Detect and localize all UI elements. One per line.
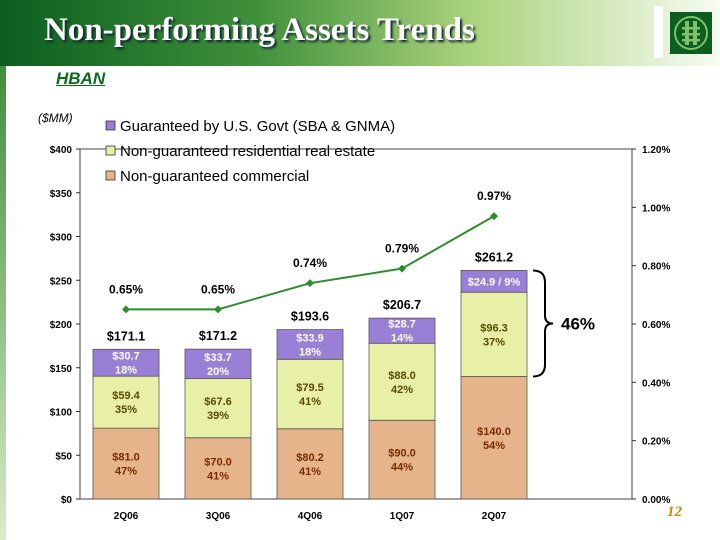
ratio-label: 0.79%: [385, 242, 419, 256]
ratio-label: 0.65%: [201, 282, 235, 296]
bar-value-label: $88.0: [388, 370, 416, 382]
bar-value-label: $24.9 / 9%: [468, 276, 521, 288]
bar-segment: [368, 342, 436, 421]
ratio-point: [306, 279, 314, 288]
left-accent-bar: [0, 66, 6, 540]
bar-total-label: $171.1: [107, 329, 145, 343]
bar-value-label: $79.5: [296, 382, 324, 394]
bar-segment: [460, 376, 528, 500]
bar-value-label: $80.2: [296, 452, 324, 464]
ratio-point: [214, 305, 222, 314]
bar-value-label: $90.0: [388, 448, 416, 460]
exclamation-bar: [654, 6, 663, 58]
bar-segment: [460, 291, 528, 377]
bar-value-label: 14%: [391, 333, 413, 345]
plot-area: [79, 148, 633, 500]
bar-value-label: 18%: [299, 346, 321, 358]
bar-value-label: $67.6: [204, 396, 232, 408]
bar-total-label: $261.2: [475, 250, 513, 264]
legend-label: Guaranteed by U.S. Govt (SBA & GNMA): [120, 118, 395, 135]
bar-value-label: $96.3: [480, 322, 508, 334]
bar-value-label: 41%: [299, 396, 321, 408]
y-tick-label: $0: [61, 495, 73, 506]
y-tick-label: $250: [50, 276, 73, 287]
ratio-point: [490, 212, 498, 221]
y2-tick-label: 0.80%: [642, 262, 670, 273]
y2-tick-label: 0.00%: [642, 495, 670, 506]
x-tick-label: 4Q06: [298, 511, 323, 522]
bar-value-label: $59.4: [112, 390, 140, 402]
bar-segment: [276, 358, 344, 430]
bar-segment: [460, 270, 528, 293]
bar-value-label: 41%: [207, 470, 229, 482]
bar-segment: [92, 348, 160, 377]
page-number: 12: [667, 504, 682, 520]
y2-tick-label: 1.00%: [642, 203, 670, 214]
y2-tick-label: 0.20%: [642, 437, 670, 448]
legend-swatch: [105, 145, 116, 156]
legend-swatch: [105, 170, 116, 181]
bar-segment: [276, 329, 344, 360]
y2-tick-label: 1.20%: [642, 145, 670, 156]
y-tick-label: $150: [50, 364, 73, 375]
x-tick-label: 1Q07: [390, 511, 415, 522]
ratio-label: 0.97%: [477, 189, 511, 203]
y-tick-label: $400: [50, 145, 73, 156]
bar-value-label: $33.9: [296, 332, 324, 344]
bank-logo-icon: [670, 12, 712, 54]
bar-segment: [184, 378, 252, 439]
bar-value-label: 47%: [115, 466, 137, 478]
bar-value-label: $28.7: [388, 319, 416, 331]
y2-tick-label: 0.60%: [642, 320, 670, 331]
y-tick-label: $200: [50, 320, 73, 331]
y-tick-label: $350: [50, 189, 73, 200]
subtitle-hban: HBAN: [56, 69, 106, 88]
y-tick-label: $300: [50, 233, 73, 244]
bar-value-label: 42%: [391, 384, 413, 396]
page-title: Non-performing Assets Trends: [44, 12, 475, 48]
ratio-label: 0.74%: [293, 256, 327, 270]
brace: [532, 269, 554, 378]
bar-value-label: $33.7: [204, 352, 232, 364]
x-tick-label: 2Q06: [114, 511, 139, 522]
bar-total-label: $206.7: [383, 298, 421, 312]
bar-value-label: 54%: [483, 440, 505, 452]
bar-segment: [184, 437, 252, 500]
x-tick-label: 3Q06: [206, 511, 231, 522]
bar-value-label: 20%: [207, 366, 229, 378]
legend-label: Non-guaranteed residential real estate: [120, 143, 375, 160]
bar-value-label: 35%: [115, 404, 137, 416]
bar-segment: [368, 317, 436, 344]
bar-value-label: 41%: [299, 466, 321, 478]
bar-segment: [368, 419, 436, 500]
bar-value-label: 37%: [483, 336, 505, 348]
bar-segment: [92, 427, 160, 500]
unit-label: ($MM): [38, 111, 73, 125]
bar-value-label: 18%: [115, 365, 137, 377]
bar-segment: [184, 348, 252, 379]
ratio-point: [122, 305, 130, 314]
bar-total-label: $171.2: [199, 329, 237, 343]
bar-value-label: $30.7: [112, 351, 140, 363]
bar-value-label: 44%: [391, 462, 413, 474]
bar-value-label: 39%: [207, 410, 229, 422]
x-tick-label: 2Q07: [482, 511, 507, 522]
bar-total-label: $193.6: [291, 310, 329, 324]
bar-value-label: $70.0: [204, 456, 232, 468]
header-banner: Non-performing Assets Trends: [0, 0, 720, 66]
bar-value-label: $81.0: [112, 452, 140, 464]
bar-value-label: $140.0: [477, 426, 511, 438]
y-tick-label: $50: [55, 451, 72, 462]
legend-label: Non-guaranteed commercial: [120, 168, 309, 185]
legend-swatch: [105, 120, 116, 131]
ratio-point: [398, 264, 406, 273]
y-tick-label: $100: [50, 408, 73, 419]
ratio-label: 0.65%: [109, 282, 143, 296]
annotation-label: 46%: [561, 314, 595, 333]
y2-tick-label: 0.40%: [642, 378, 670, 389]
